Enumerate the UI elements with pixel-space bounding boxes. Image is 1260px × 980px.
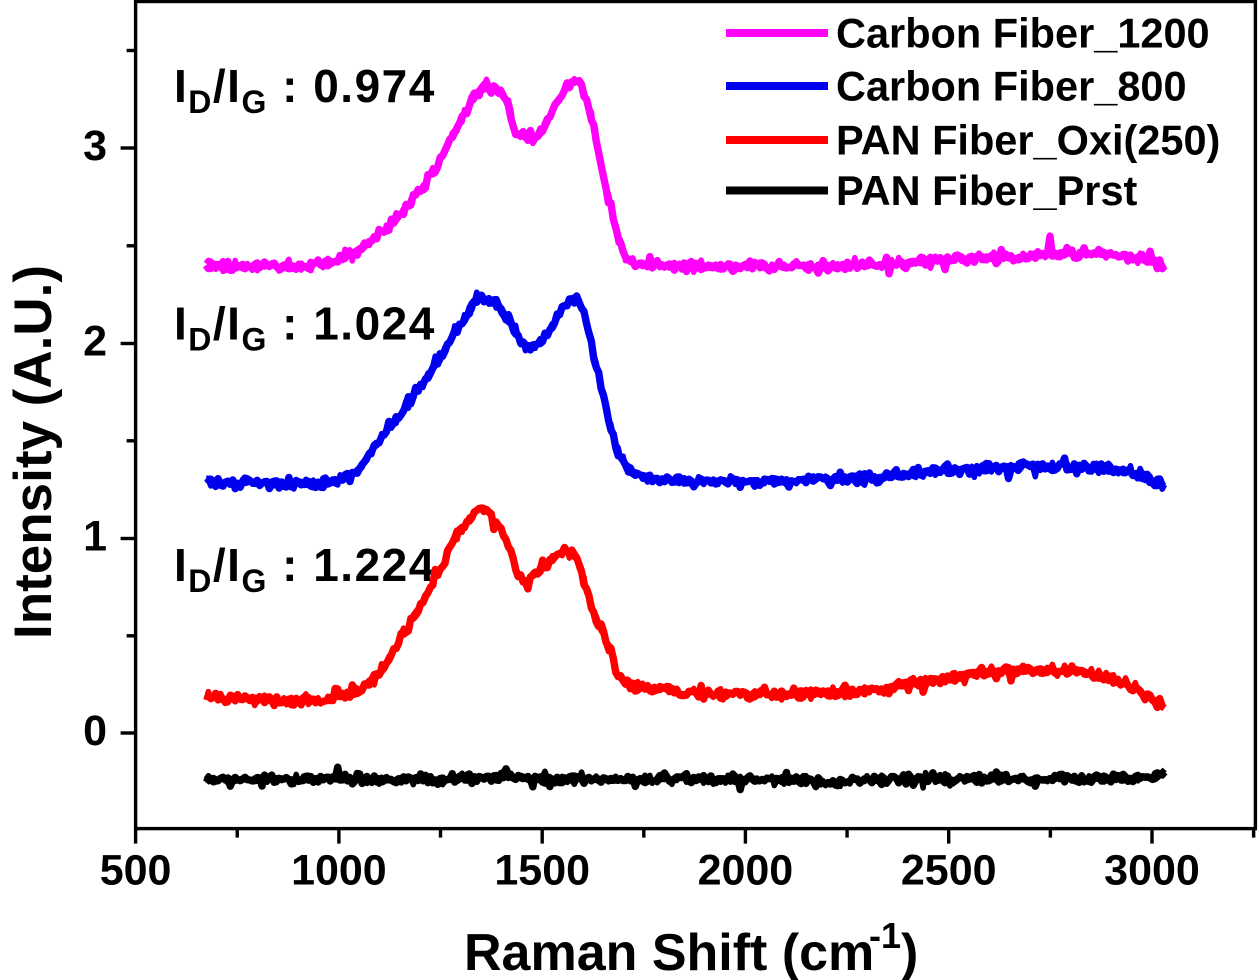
svg-text:1000: 1000 xyxy=(291,847,387,895)
svg-text:3000: 3000 xyxy=(1104,847,1200,895)
svg-text:Carbon Fiber_800: Carbon Fiber_800 xyxy=(836,63,1187,110)
svg-text:): ) xyxy=(901,924,918,980)
svg-text:PAN Fiber_Prst: PAN Fiber_Prst xyxy=(836,167,1138,214)
svg-text:-1: -1 xyxy=(869,915,901,956)
svg-text:2: 2 xyxy=(83,318,107,366)
svg-text:2500: 2500 xyxy=(901,847,997,895)
svg-text:500: 500 xyxy=(100,847,172,895)
svg-text:Carbon Fiber_1200: Carbon Fiber_1200 xyxy=(836,10,1210,57)
svg-text:1: 1 xyxy=(83,513,107,561)
svg-text:PAN Fiber_Oxi(250): PAN Fiber_Oxi(250) xyxy=(836,116,1220,163)
svg-text:3: 3 xyxy=(83,122,107,170)
svg-text:0: 0 xyxy=(83,707,107,755)
svg-text:ID/IG : 1.024: ID/IG : 1.024 xyxy=(174,298,436,358)
svg-text:ID/IG : 0.974: ID/IG : 0.974 xyxy=(174,60,436,120)
svg-text:1500: 1500 xyxy=(494,847,590,895)
svg-text:Intensity (A.U.): Intensity (A.U.) xyxy=(4,265,63,639)
svg-text:ID/IG : 1.224: ID/IG : 1.224 xyxy=(174,539,436,599)
svg-text:2000: 2000 xyxy=(698,847,794,895)
svg-text:Raman Shift (cm: Raman Shift (cm xyxy=(464,924,874,980)
